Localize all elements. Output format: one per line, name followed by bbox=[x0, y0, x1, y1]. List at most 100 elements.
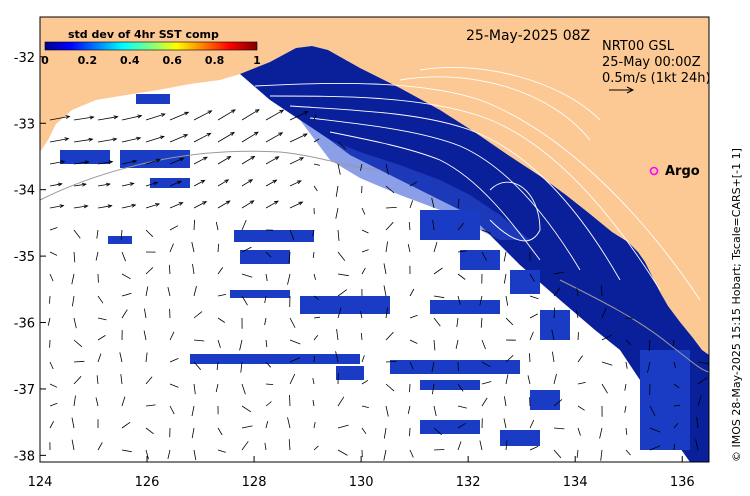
current-vector-icon bbox=[217, 294, 227, 297]
current-vector-icon bbox=[529, 331, 534, 341]
current-vector-icon bbox=[504, 396, 507, 407]
current-vector-icon bbox=[481, 361, 491, 368]
current-vector-icon bbox=[167, 449, 171, 459]
current-vector-icon bbox=[73, 251, 76, 263]
current-vector-icon bbox=[360, 163, 363, 171]
current-vector-icon bbox=[145, 267, 154, 275]
current-vector-icon bbox=[529, 419, 535, 429]
current-vector-head-icon bbox=[81, 182, 87, 187]
current-vector-icon bbox=[481, 381, 492, 385]
scale-label: 0.5m/s (1kt 24h) bbox=[602, 71, 711, 86]
current-vector-icon bbox=[73, 205, 88, 209]
current-vector-head-icon bbox=[207, 110, 213, 115]
current-vector-icon bbox=[169, 383, 179, 388]
current-vector-icon bbox=[456, 317, 459, 327]
current-vector-icon bbox=[433, 339, 436, 351]
current-vector-icon bbox=[289, 111, 309, 121]
current-vector-icon bbox=[217, 449, 226, 453]
colorbar-tick-label: 0.6 bbox=[162, 54, 182, 67]
current-vector-icon bbox=[529, 446, 539, 451]
current-vector-head-icon bbox=[230, 131, 236, 136]
current-vector-icon bbox=[337, 424, 349, 429]
current-vector-icon bbox=[577, 332, 579, 341]
current-vector-icon bbox=[265, 273, 268, 282]
colorbar-tick-label: 0.8 bbox=[205, 54, 225, 67]
date-label: 25-May-2025 08Z bbox=[466, 28, 590, 44]
current-vector-icon bbox=[193, 180, 205, 187]
current-vector-icon bbox=[73, 161, 89, 165]
current-vector-icon bbox=[649, 427, 661, 433]
current-vector-icon bbox=[577, 405, 585, 411]
current-vector-icon bbox=[673, 361, 676, 369]
current-vector-icon bbox=[408, 221, 411, 231]
current-vector-icon bbox=[600, 285, 603, 297]
plot-frame bbox=[39, 16, 710, 463]
current-vector-icon bbox=[409, 288, 415, 297]
current-vector-icon bbox=[385, 405, 389, 417]
current-vector-head-icon bbox=[65, 115, 71, 119]
current-vector-icon bbox=[264, 295, 267, 304]
current-vector-icon bbox=[625, 449, 631, 456]
current-vector-icon bbox=[337, 396, 345, 407]
current-vector-icon bbox=[145, 449, 149, 460]
current-vector-icon bbox=[143, 330, 147, 341]
current-vector-icon bbox=[313, 185, 318, 192]
current-vector-icon bbox=[383, 263, 387, 275]
current-vector-icon bbox=[73, 229, 81, 239]
current-vector-icon bbox=[529, 313, 538, 319]
current-vector-icon bbox=[169, 225, 179, 231]
current-vector-head-icon bbox=[107, 204, 113, 209]
current-vector-icon bbox=[95, 251, 99, 261]
current-vector-icon bbox=[193, 449, 197, 461]
current-vector-head-icon bbox=[302, 133, 308, 138]
current-vector-head-icon bbox=[183, 134, 189, 138]
sst-patches bbox=[60, 94, 690, 450]
current-vector-icon bbox=[121, 204, 136, 209]
current-vector-head-icon bbox=[272, 179, 278, 184]
colorbar-title: std dev of 4hr SST comp bbox=[68, 28, 219, 41]
current-vector-icon bbox=[553, 449, 562, 459]
current-vector-icon bbox=[241, 131, 259, 143]
current-vector-icon bbox=[241, 425, 253, 429]
lat-tick-label: -38 bbox=[14, 449, 35, 464]
current-vector-icon bbox=[145, 113, 166, 121]
current-vector-icon bbox=[193, 339, 205, 342]
current-vector-icon bbox=[336, 329, 339, 341]
current-vector-icon bbox=[407, 405, 411, 414]
current-vector-icon bbox=[457, 405, 467, 409]
current-vector-icon bbox=[241, 441, 249, 451]
scale-arrow-head-icon bbox=[626, 86, 635, 94]
current-vector-icon bbox=[337, 229, 340, 241]
current-vector-icon bbox=[97, 116, 118, 121]
current-vector-head-icon bbox=[64, 137, 70, 142]
current-vector-icon bbox=[289, 317, 296, 328]
current-vector-icon bbox=[553, 307, 556, 319]
current-vector-icon bbox=[433, 267, 443, 275]
current-vector-icon bbox=[241, 246, 252, 253]
current-vector-icon bbox=[576, 288, 579, 297]
current-vector-icon bbox=[121, 273, 131, 280]
current-vector-icon bbox=[649, 405, 656, 416]
current-vector-head-icon bbox=[225, 200, 231, 205]
current-vector-icon bbox=[193, 286, 197, 297]
current-vector-icon bbox=[265, 251, 272, 258]
current-vector-icon bbox=[696, 417, 699, 429]
current-vector-icon bbox=[119, 352, 123, 363]
current-vector-icon bbox=[97, 335, 106, 341]
current-vector-icon bbox=[145, 404, 156, 407]
current-vector-icon bbox=[529, 295, 539, 300]
current-vector-icon bbox=[457, 250, 467, 253]
current-vector-head-icon bbox=[179, 157, 185, 162]
current-vector-icon bbox=[215, 221, 219, 231]
current-vector-icon bbox=[481, 251, 487, 261]
current-vector-icon bbox=[431, 361, 435, 373]
current-vector-head-icon bbox=[278, 132, 284, 137]
current-vector-head-icon bbox=[250, 155, 256, 160]
current-vector-icon bbox=[191, 241, 195, 253]
current-vector-icon bbox=[73, 360, 85, 363]
current-vector-icon bbox=[73, 138, 93, 143]
current-vector-icon bbox=[409, 314, 418, 319]
colorbar-tick-label: 0 bbox=[41, 54, 49, 67]
current-vector-icon bbox=[503, 251, 507, 262]
current-vector-icon bbox=[335, 351, 339, 363]
